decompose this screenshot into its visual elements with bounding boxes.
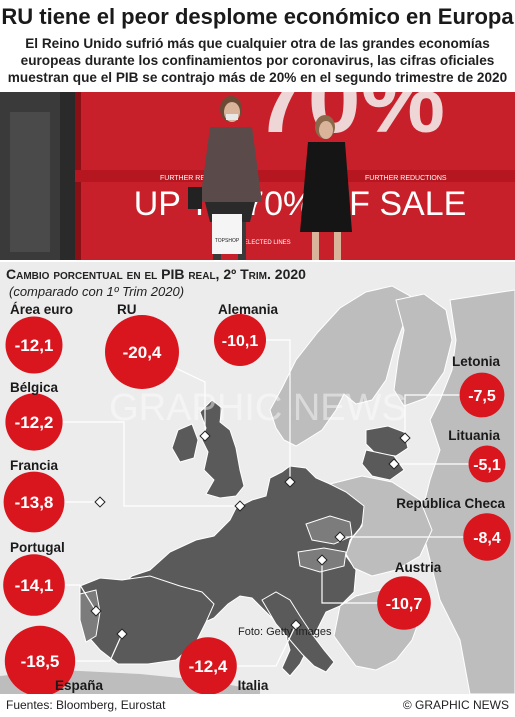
value-label-lituania: -5,1 [473,457,501,474]
marker-letonia [399,432,411,444]
land-poland [328,475,433,577]
value-label-alemania: -10,1 [222,333,259,350]
country-label-francia: Francia [10,458,59,473]
marker-belgica [234,500,246,512]
shopper-woman-2 [300,115,352,260]
value-label-letonia: -7,5 [468,388,496,405]
country-label-belgica: Bélgica [10,380,59,395]
marker-portugal [90,605,102,617]
marker-ru [199,430,211,442]
brand: © GRAPHIC NEWS [402,698,509,712]
shop-text: SELECTED LINES [240,240,291,246]
bubble-espana [4,625,76,694]
value-label-belgica: -12,2 [15,413,54,432]
country-label-italia: Italia [238,678,269,693]
banner-text-2: FURTHER REDUCTIONS [365,175,447,182]
value-label-espana: -18,5 [21,652,60,671]
value-label-area-euro: -12,1 [15,336,54,355]
country-label-espana: España [55,678,104,693]
page-subtitle: El Reino Unido sufrió más que cualquier … [6,35,509,86]
photo-illustration: 70% FURTHER REDUCTIONS FURTHER REDUCTION… [0,92,515,260]
land-italy [261,591,335,673]
country-label-letonia: Letonia [452,354,500,369]
value-label-francia: -13,8 [15,493,54,512]
sources: Fuentes: Bloomberg, Eurostat [6,698,166,712]
shopping-bag [212,214,242,254]
land-latvia [365,425,409,457]
photo-credit: Foto: Getty Images [238,626,332,638]
bubble-francia [3,471,65,533]
land-ireland [171,423,199,463]
country-label-area-euro: Área euro [10,302,73,317]
value-label-republica-checa: -8,4 [473,530,501,547]
value-label-portugal: -14,1 [15,576,54,595]
marker-lituania [388,458,400,470]
country-label-portugal: Portugal [10,540,65,555]
country-label-austria: Austria [395,560,442,575]
land-portugal [79,589,101,643]
chart-title: Cambio porcentual en el PIB real, 2º Tri… [6,266,306,282]
subtitle-line-3: muestran que el PIB se contrajo más de 2… [7,70,508,85]
europe-map: GRAPHIC NEWS -12,1 Área euro -20,4 RU -10,1 A… [0,262,515,694]
marker-republica-checa [334,531,346,543]
sign-big-text: 70% [255,92,445,153]
marker-italia [290,619,302,631]
marker-alemania [284,476,296,488]
bubble-ru [105,315,179,389]
marker-austria [316,554,328,566]
bubble-lituania [468,445,506,483]
subtitle-line-2: europeas durante los confinamientos por … [20,53,495,68]
bubble-letonia [459,372,505,418]
country-label-republica-checa: República Checa [396,496,505,511]
bag-text: TOPSHOP [215,238,240,244]
bubbles: -12,1 Área euro -20,4 RU -10,1 Alemania -12,2 B… [3,302,511,694]
value-label-austria: -10,7 [386,596,423,613]
country-label-lituania: Lituania [448,428,500,443]
land-iberia [79,575,215,665]
page-title: RU tiene el peor desplome económico en E… [1,4,514,29]
sale-text: UP TO 70% OF SALE [134,185,467,223]
bubble-austria [377,576,431,630]
chart-subtitle: (comparado con 1º Trim 2020) [9,284,185,299]
land-lithuania [361,449,405,481]
marker-espana [116,628,128,640]
marker-francia [94,496,106,508]
bubble-portugal [3,554,65,616]
shopper-woman-1: TOPSHOP [188,96,262,260]
bubble-area-euro [5,316,63,374]
bubble-italia [179,637,237,694]
land-scandinavia [269,285,411,447]
value-label-ru: -20,4 [123,343,162,362]
country-label-alemania: Alemania [218,302,279,317]
banner-text-1: FURTHER REDUCTIONS [160,175,242,182]
watermark: GRAPHIC NEWS [109,387,407,429]
bubble-belgica [5,393,63,451]
bubble-republica-checa [463,513,511,561]
land-uk [199,399,245,499]
bubble-alemania [214,314,266,366]
land-finland [393,293,453,407]
country-label-ru: RU [117,302,137,317]
header-photo: 70% FURTHER REDUCTIONS FURTHER REDUCTION… [0,92,515,260]
value-label-italia: -12,4 [189,657,228,676]
subtitle-line-1: El Reino Unido sufrió más que cualquier … [25,36,490,51]
